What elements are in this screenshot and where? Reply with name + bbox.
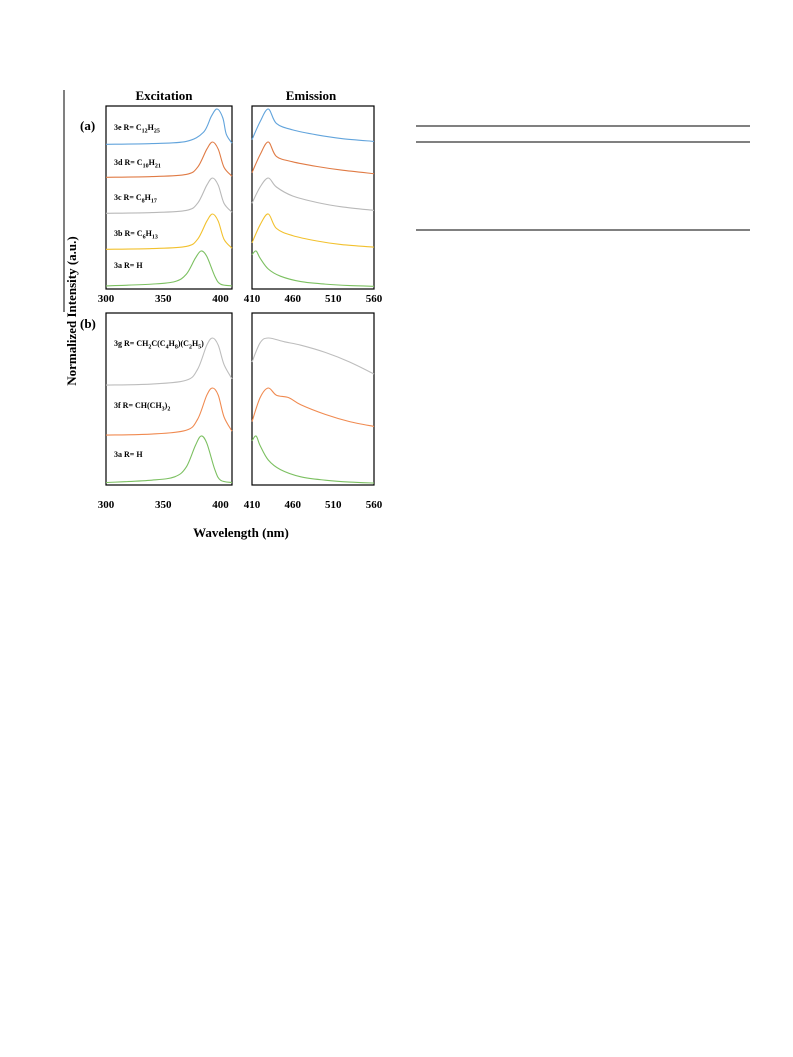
x-axis-label: Wavelength (nm): [193, 525, 289, 540]
series-3d-excitation-curve-panel-a: [105, 141, 233, 178]
tick-label-excitation-350-panel-a: 350: [155, 293, 172, 305]
tick-label-emission-410-panel-a: 410: [244, 293, 261, 305]
series-3b-excitation-curve-panel-a: [105, 213, 233, 250]
series-label-3g-panel-b: 3g R= CH2C(C4H8)(C2H5): [114, 339, 204, 351]
series-3f-excitation-curve-panel-b: [105, 387, 233, 436]
panel-a-emission-frame: [251, 105, 375, 290]
tick-label-emission-410-panel-b: 410: [244, 499, 261, 511]
tick-label-excitation-400-panel-b: 400: [212, 499, 229, 511]
tick-label-emission-460-panel-a: 460: [284, 293, 301, 305]
series-label-3d-panel-a: 3d R= C10H21: [114, 158, 161, 170]
y-axis-label: Normalized Intensity (a.u.): [64, 236, 79, 386]
panel-a-tag: (a): [80, 118, 95, 133]
series-3a-emission-curve-panel-b: [251, 435, 375, 484]
series-3g-excitation-curve-panel-b: [105, 337, 233, 386]
series-3c-excitation-curve-panel-a: [105, 177, 233, 214]
series-3g-emission-curve-panel-b: [251, 337, 375, 375]
tick-label-emission-560-panel-a: 560: [366, 293, 383, 305]
series-3c-emission-curve-panel-a: [251, 177, 375, 211]
panel-b-excitation-frame: [105, 312, 233, 486]
series-3e-emission-curve-panel-a: [251, 108, 375, 142]
tick-label-emission-510-panel-a: 510: [325, 293, 342, 305]
series-3a-excitation-curve-panel-a: [105, 250, 233, 287]
tick-label-excitation-300-panel-a: 300: [98, 293, 115, 305]
tick-label-emission-560-panel-b: 560: [366, 499, 383, 511]
panel-b-tag: (b): [80, 316, 96, 331]
panel-a-excitation-frame: [105, 105, 233, 290]
series-3a-emission-curve-panel-a: [251, 250, 375, 287]
series-3d-emission-curve-panel-a: [251, 141, 375, 175]
series-label-3f-panel-b: 3f R= CH(CH3)2: [114, 401, 170, 413]
excitation-title: Excitation: [135, 88, 193, 103]
chart-ticks: 300 350 400 410 460 510 560 300 350 400 410 460 510 5…: [98, 293, 383, 511]
series-label-3b-panel-a: 3b R= C6H13: [114, 229, 158, 241]
tick-label-excitation-300-panel-b: 300: [98, 499, 115, 511]
series-3f-emission-curve-panel-b: [251, 387, 375, 427]
series-label-3a-panel-b: 3a R= H: [114, 450, 143, 459]
tick-label-emission-510-panel-b: 510: [325, 499, 342, 511]
series-label-3c-panel-a: 3c R= C8H17: [114, 193, 157, 205]
tick-label-excitation-350-panel-b: 350: [155, 499, 172, 511]
series-3e-excitation-curve-panel-a: [105, 108, 233, 145]
series-label-3a-panel-a: 3a R= H: [114, 261, 143, 270]
chart-curves: [105, 108, 375, 484]
emission-title: Emission: [286, 88, 337, 103]
series-label-3e-panel-a: 3e R= C12H25: [114, 123, 160, 135]
chart-series-labels: 3e R= C12H25 3d R= C10H21 3c R= C8H17 3b R=…: [114, 123, 204, 459]
series-3a-excitation-curve-panel-b: [105, 435, 233, 484]
panel-b-emission-frame: [251, 312, 375, 486]
series-3b-emission-curve-panel-a: [251, 213, 375, 248]
tick-label-excitation-400-panel-a: 400: [212, 293, 229, 305]
tick-label-emission-460-panel-b: 460: [284, 499, 301, 511]
